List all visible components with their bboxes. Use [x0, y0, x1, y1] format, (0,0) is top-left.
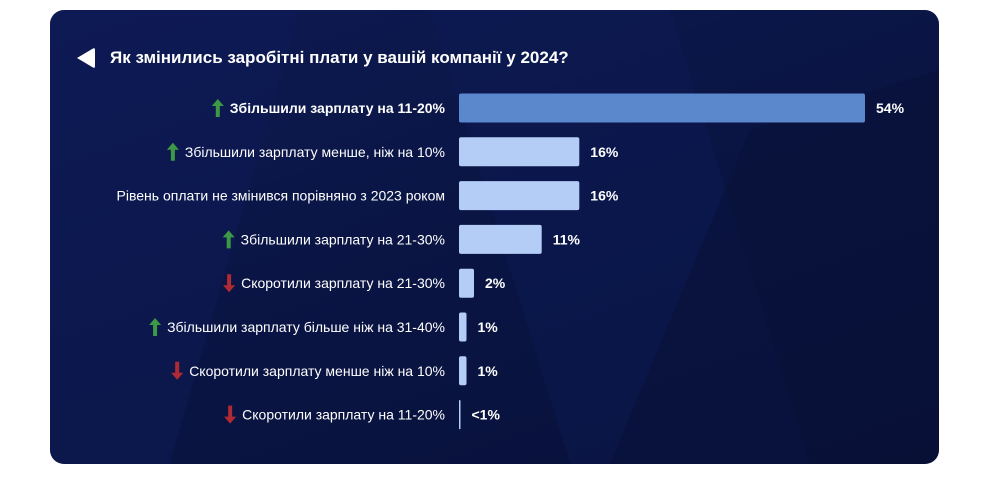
category-label: Збільшили зарплату на 21-30% [241, 231, 445, 247]
category-label: Скоротили зарплату на 11-20% [242, 407, 445, 423]
bar [459, 181, 580, 211]
value-label: 16% [590, 144, 619, 160]
category-label: Скоротили зарплату менше ніж на 10% [189, 363, 445, 379]
bar-row: 11% Збільшили зарплату на 21-30% [222, 224, 581, 254]
bar-row: 16% Рівень оплати не змінився порівняно з… [117, 181, 619, 211]
bar [459, 400, 461, 430]
bar-row: 2% Скоротили зарплату на 21-30% [223, 268, 506, 298]
up-arrow-icon [149, 318, 162, 336]
value-label: 1% [478, 319, 499, 335]
category-label: Рівень оплати не змінився порівняно з 20… [117, 188, 445, 204]
bar-chart: 54% Збільшили зарплату на 11-20% 16% Збільш… [117, 93, 905, 430]
down-arrow-icon [171, 361, 184, 380]
chart-title: Як змінились заробітні плати у вашій ком… [110, 48, 569, 67]
chart-card: Як змінились заробітні плати у вашій ком… [50, 10, 939, 464]
bar [459, 268, 474, 298]
up-arrow-icon [211, 99, 224, 117]
bar [459, 93, 865, 123]
value-label: 16% [590, 188, 619, 204]
value-label: 11% [553, 231, 581, 247]
bar-row: 1% Збільшили зарплату більше ніж на 31-40… [149, 312, 499, 342]
bar-row: 1% Скоротили зарплату менше ніж на 10% [171, 356, 499, 386]
bar [459, 224, 542, 254]
play-back-icon [77, 48, 95, 68]
down-arrow-icon [223, 274, 236, 293]
value-label: <1% [472, 407, 501, 423]
bar [459, 356, 467, 386]
down-arrow-icon [224, 405, 237, 424]
bar-row: 54% Збільшили зарплату на 11-20% [211, 93, 905, 123]
bar-row: 16% Збільшили зарплату менше, ніж на 10% [166, 137, 619, 167]
background-decoration [50, 10, 939, 464]
category-label: Скоротили зарплату на 21-30% [241, 275, 445, 291]
bar [459, 312, 467, 342]
up-arrow-icon [222, 230, 235, 249]
category-label: Збільшили зарплату більше ніж на 31-40% [167, 319, 445, 335]
header: Як змінились заробітні плати у вашій ком… [74, 46, 569, 70]
bar-row: <1% Скоротили зарплату на 11-20% [224, 400, 501, 430]
category-label: Збільшили зарплату на 11-20% [230, 100, 446, 116]
category-label: Збільшили зарплату менше, ніж на 10% [185, 144, 445, 160]
up-arrow-icon [166, 142, 179, 161]
value-label: 54% [876, 100, 905, 116]
bar [459, 137, 580, 167]
value-label: 1% [478, 363, 499, 379]
value-label: 2% [485, 275, 506, 291]
